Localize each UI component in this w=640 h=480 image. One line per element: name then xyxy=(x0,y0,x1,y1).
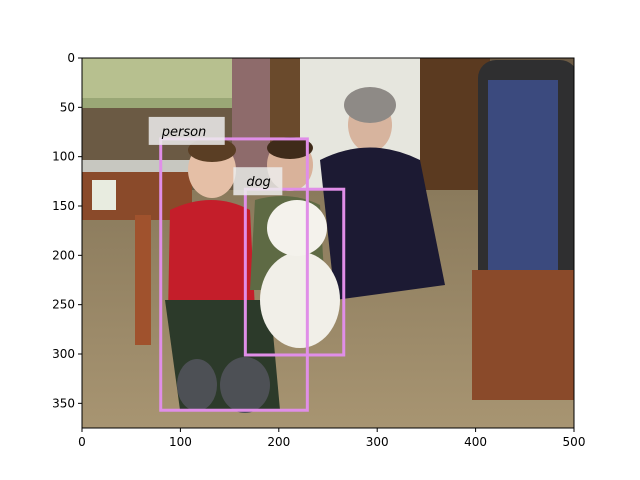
y-axis: 0 50 100 150 200 250 300 350 xyxy=(52,51,82,410)
person-bounding-box xyxy=(159,137,309,412)
x-tick-label: 200 xyxy=(267,435,290,449)
x-tick-label: 300 xyxy=(366,435,389,449)
x-tick-label: 0 xyxy=(78,435,86,449)
y-tick-label: 300 xyxy=(52,347,75,361)
y-tick-label: 200 xyxy=(52,248,75,262)
dog-label-background xyxy=(233,167,283,196)
dog-label: dog xyxy=(246,175,270,190)
y-tick-label: 350 xyxy=(52,396,75,410)
dog-bounding-box xyxy=(243,187,346,357)
photo xyxy=(82,58,574,428)
y-tick-label: 50 xyxy=(60,100,75,114)
x-tick-label: 100 xyxy=(169,435,192,449)
x-axis: 0 100 200 300 400 500 xyxy=(78,428,585,449)
y-tick-label: 150 xyxy=(52,199,75,213)
y-tick-label: 100 xyxy=(52,150,75,164)
detections: person dog xyxy=(148,116,346,412)
x-tick-label: 400 xyxy=(464,435,487,449)
x-tick-label: 500 xyxy=(563,435,586,449)
y-tick-label: 0 xyxy=(67,51,75,65)
person-label-background xyxy=(148,116,225,145)
y-tick-label: 250 xyxy=(52,298,75,312)
person-label: person xyxy=(161,125,207,140)
axes-frame xyxy=(81,57,575,429)
